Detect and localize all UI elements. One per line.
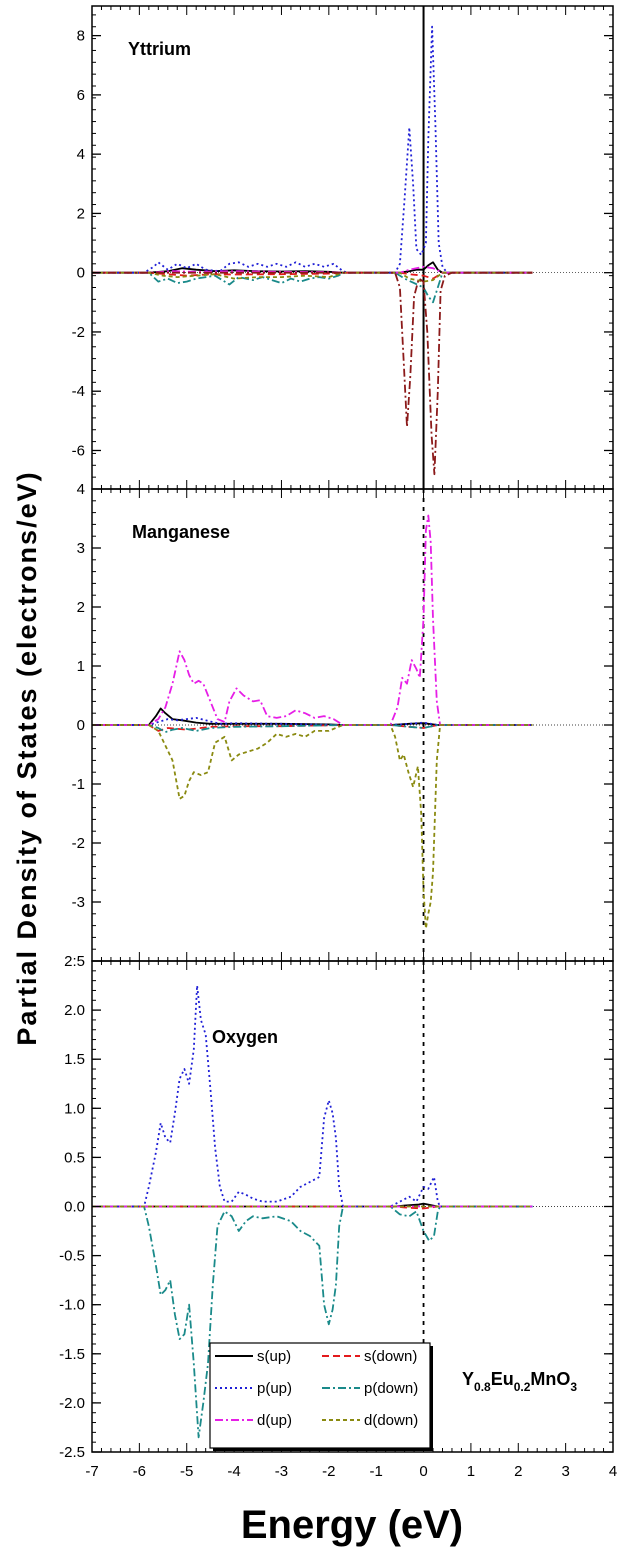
y-tick-label: 4 [77,481,85,498]
y-tick-label: 0 [77,717,85,734]
x-tick-label: -1 [370,1463,383,1480]
series-d-up- [92,514,533,726]
y-tick-label: 0 [77,265,85,282]
x-tick-label: 3 [561,1463,569,1480]
x-tick-label: -3 [275,1463,288,1480]
series-p-up- [92,25,533,274]
y-tick-label: -3 [72,894,85,911]
panel-manganese: -3 -2 -1 0 1 2 3 4 Manganese [72,481,614,962]
y-tick-label: -2.5 [59,1444,85,1461]
compound-formula: Y0.8Eu0.2MnO3 [462,1369,577,1394]
x-tick-label: -7 [85,1463,98,1480]
y-tick-label: 1.5 [64,1051,85,1068]
y-tick-label: 1.0 [64,1100,85,1117]
y-tick-label: -1.5 [59,1346,85,1363]
legend-label: s(down) [364,1348,417,1365]
y-tick-label: -1 [72,776,85,793]
y-tick-label: 4 [77,146,85,163]
x-tick-label: -2 [322,1463,335,1480]
x-tick-label: -4 [227,1463,240,1480]
x-tick-label: -6 [133,1463,146,1480]
y-tick-label: -6 [72,442,85,459]
y-tick-label: -0.5 [59,1248,85,1265]
panel-oxygen: -2.5 -2.0 -1.5 -1.0 -0.5 0.0 0.5 1.0 1.5 2.0 2:5 Ox… [59,953,614,1461]
y-tick-label: 0.0 [64,1199,85,1216]
series-d-down- [92,271,533,283]
series-p-up- [92,984,533,1208]
series-group [92,25,533,476]
series-group [92,514,533,930]
y-axis-title: Partial Density of States (electrons/eV) [12,470,42,1045]
y-tick-label: -4 [72,383,85,400]
y-tick-label: 2:5 [64,953,85,970]
y-tick-label: 1 [77,658,85,675]
legend-box [209,1342,431,1449]
x-tick-labels: -7 -6 -5 -4 -3 -2 -1 0 1 2 3 4 [85,1463,617,1480]
y-tick-label: 0.5 [64,1149,85,1166]
plot-frame [91,5,614,490]
x-tick-label: 4 [609,1463,617,1480]
x-tick-label: 1 [467,1463,475,1480]
legend-label: d(down) [364,1412,418,1429]
series-p-down- [92,1205,533,1439]
y-tick-label: -2 [72,324,85,341]
panel-label: Oxygen [212,1027,278,1047]
legend-label: p(down) [364,1380,418,1397]
series-group [92,984,533,1439]
y-tick-label: 2 [77,205,85,222]
series-p-down- [92,724,533,733]
y-tick-label: 2 [77,599,85,616]
legend-label: p(up) [257,1380,292,1397]
y-tick-label: -2.0 [59,1395,85,1412]
y-tick-label: -2 [72,835,85,852]
y-tick-label: 8 [77,28,85,45]
panel-yttrium: -6 -4 -2 0 2 4 6 8 Yttrium [72,5,614,490]
x-tick-label: 2 [514,1463,522,1480]
panels-group: -6 -4 -2 0 2 4 6 8 Yttrium -3 -2 -1 0 1 2 3 4 Manganese -2… [59,5,614,1461]
y-tick-label: 6 [77,87,85,104]
x-tick-label: -5 [180,1463,193,1480]
legend-label: d(up) [257,1412,292,1429]
series-p-down- [92,271,533,304]
panel-label: Manganese [132,522,230,542]
legend: s(up) s(down) p(up) p(down) d(up) d(down) [209,1342,433,1451]
legend-label: s(up) [257,1348,291,1365]
y-tick-label: -1.0 [59,1297,85,1314]
y-tick-label: 2.0 [64,1002,85,1019]
y-tick-label: 3 [77,540,85,557]
series-d-down-dark [92,271,533,476]
x-tick-label: 0 [419,1463,427,1480]
panel-label: Yttrium [128,39,191,59]
series-d-down- [92,724,533,930]
x-axis-title: Energy (eV) [241,1503,463,1547]
